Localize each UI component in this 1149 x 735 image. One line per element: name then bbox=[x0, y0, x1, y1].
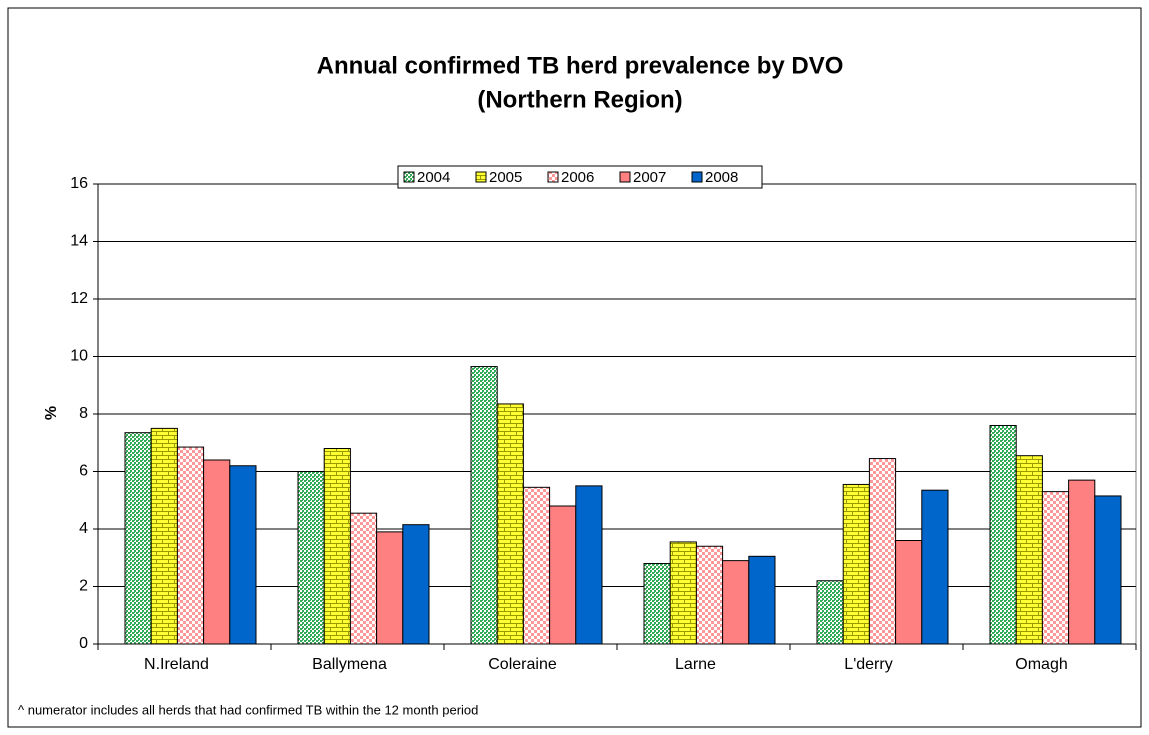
legend-label: 2007 bbox=[633, 169, 666, 186]
y-tick-label: 16 bbox=[70, 175, 88, 192]
bar bbox=[895, 540, 923, 645]
y-tick-label: 4 bbox=[79, 520, 88, 537]
bar bbox=[349, 512, 378, 645]
y-tick-label: 6 bbox=[79, 463, 88, 480]
legend-swatch bbox=[619, 171, 631, 183]
y-tick-label: 12 bbox=[70, 290, 88, 307]
legend-swatch bbox=[547, 171, 559, 183]
bar bbox=[522, 486, 551, 645]
bar bbox=[1068, 479, 1096, 645]
bar bbox=[150, 427, 178, 645]
bar bbox=[748, 555, 776, 645]
bar bbox=[643, 563, 671, 645]
bar bbox=[124, 432, 152, 645]
bar bbox=[921, 489, 949, 645]
y-tick-label: 0 bbox=[79, 635, 88, 652]
legend-swatch bbox=[691, 171, 703, 183]
bar bbox=[669, 541, 697, 645]
legend-box bbox=[397, 165, 763, 189]
chart-title: Annual confirmed TB herd prevalence by D… bbox=[317, 52, 844, 79]
bar bbox=[496, 403, 524, 645]
footnote: ^ numerator includes all herds that had … bbox=[18, 702, 478, 717]
bar bbox=[842, 483, 870, 645]
y-tick-label: 10 bbox=[70, 348, 88, 365]
legend-label: 2006 bbox=[561, 169, 594, 186]
bar bbox=[1015, 455, 1043, 645]
chart-subtitle: (Northern Region) bbox=[477, 86, 682, 113]
bar bbox=[868, 458, 897, 645]
bar bbox=[297, 471, 325, 645]
x-tick-label: N.Ireland bbox=[144, 656, 209, 673]
x-tick-label: Coleraine bbox=[488, 656, 557, 673]
bar bbox=[989, 425, 1017, 645]
y-tick-label: 8 bbox=[79, 405, 88, 422]
bar bbox=[695, 545, 724, 645]
legend-label: 2005 bbox=[489, 169, 522, 186]
bar bbox=[549, 505, 577, 645]
y-tick-label: 2 bbox=[79, 578, 88, 595]
legend-label: 2008 bbox=[705, 169, 738, 186]
legend-swatch bbox=[475, 171, 487, 183]
bar bbox=[1094, 495, 1122, 645]
bar bbox=[722, 560, 750, 645]
bar bbox=[376, 531, 404, 645]
bar bbox=[575, 485, 603, 645]
y-axis-label: % bbox=[43, 406, 60, 420]
bar bbox=[1041, 491, 1070, 645]
bar bbox=[816, 580, 844, 645]
x-tick-label: Omagh bbox=[1015, 656, 1067, 673]
x-tick-label: Ballymena bbox=[312, 656, 387, 673]
legend-label: 2004 bbox=[417, 169, 450, 186]
bar bbox=[229, 465, 257, 645]
legend-swatch bbox=[403, 171, 415, 183]
x-tick-label: L'derry bbox=[844, 656, 892, 673]
bar bbox=[470, 366, 498, 645]
bar bbox=[323, 448, 351, 645]
bar bbox=[203, 459, 231, 645]
bar bbox=[402, 524, 430, 645]
bar bbox=[176, 446, 205, 645]
y-tick-label: 14 bbox=[70, 233, 88, 250]
x-tick-label: Larne bbox=[675, 656, 716, 673]
